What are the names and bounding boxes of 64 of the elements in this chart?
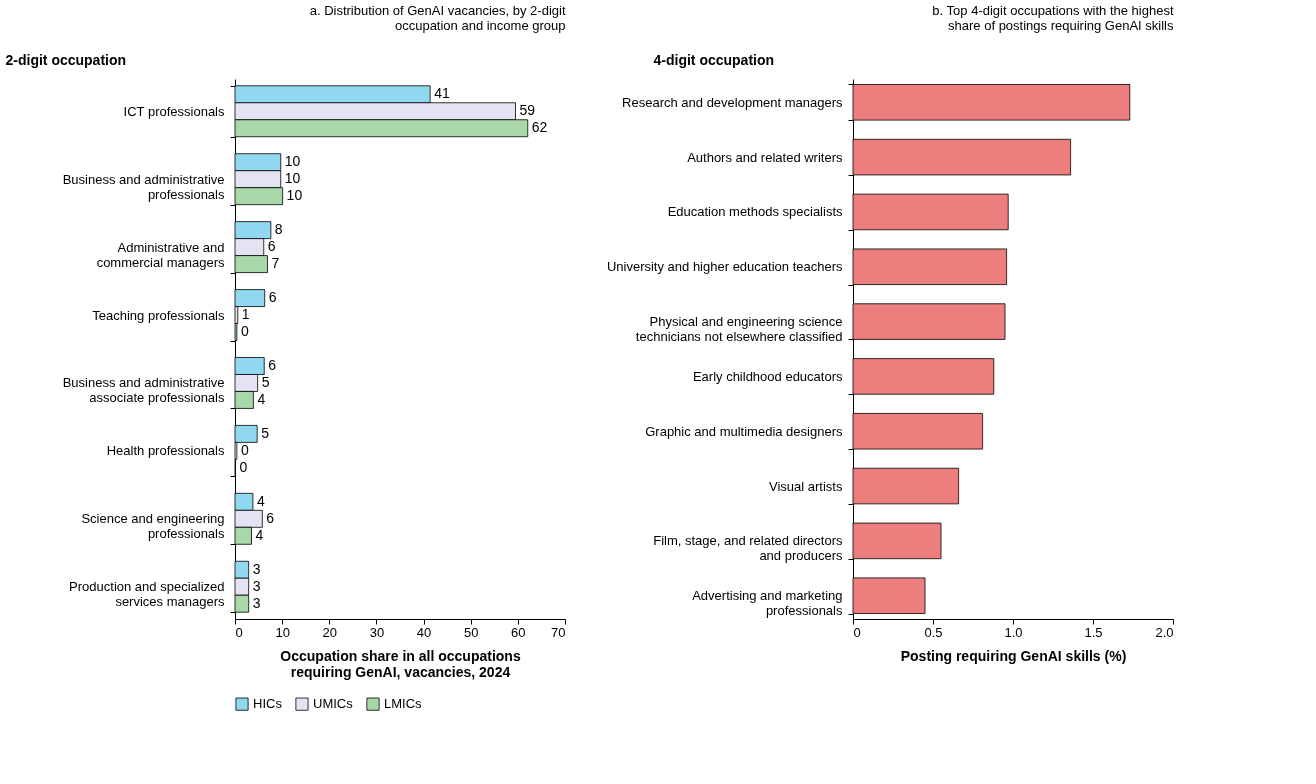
x-tick-label: 0 bbox=[853, 624, 861, 640]
data-label: 4 bbox=[255, 526, 264, 543]
y-tick-label: Administrative and commercial managers bbox=[96, 239, 225, 270]
legend-label: HICs bbox=[253, 696, 283, 712]
data-label: 6 bbox=[266, 509, 275, 526]
y-tick-label: Authors and related writers bbox=[687, 149, 843, 165]
y-tick-label: Physical and engineering science technicians not elsewhere classified bbox=[635, 314, 843, 345]
y-tick-label: ICT professionals bbox=[123, 103, 225, 119]
x-tick-label: 70 bbox=[551, 624, 566, 640]
data-label: 7 bbox=[271, 255, 280, 272]
y-tick-label: Early childhood educators bbox=[692, 368, 843, 384]
data-label: 10 bbox=[284, 170, 301, 187]
data-label: 4 bbox=[256, 492, 265, 509]
data-label: 6 bbox=[267, 238, 276, 255]
data-label: 3 bbox=[252, 577, 261, 594]
x-tick-label: 20 bbox=[322, 624, 338, 640]
data-label: 10 bbox=[284, 153, 301, 170]
y-tick-label: Education methods specialists bbox=[667, 204, 843, 220]
y-tick-label: Business and administrative associate professionals bbox=[62, 375, 225, 406]
y-tick-label: Business and administrative professionals bbox=[62, 171, 225, 202]
data-label: 3 bbox=[252, 560, 261, 577]
y-axis-title: 2-digit occupation bbox=[5, 51, 127, 68]
x-tick-label: 1.5 bbox=[1084, 624, 1103, 640]
x-tick-label: 0 bbox=[235, 624, 243, 640]
data-label: 3 bbox=[252, 594, 261, 611]
y-tick-label: Teaching professionals bbox=[92, 307, 225, 323]
x-tick-label: 10 bbox=[275, 624, 290, 640]
data-label: 6 bbox=[268, 289, 277, 306]
x-tick-label: 1.0 bbox=[1004, 624, 1023, 640]
data-label: 1 bbox=[241, 306, 250, 323]
x-tick-label: 60 bbox=[511, 624, 526, 640]
y-tick-label: Research and development managers bbox=[622, 94, 843, 110]
x-tick-label: 2.0 bbox=[1155, 624, 1174, 640]
y-tick-label: Graphic and multimedia designers bbox=[645, 423, 843, 439]
data-label: 5 bbox=[261, 424, 270, 441]
x-tick-label: 30 bbox=[369, 624, 385, 640]
data-label: 4 bbox=[257, 390, 266, 407]
y-tick-label: Film, stage, and related directors and producers bbox=[653, 533, 843, 564]
data-label: 8 bbox=[274, 221, 283, 238]
y-tick-label: Production and specialized services managers bbox=[69, 579, 225, 610]
data-label: 0 bbox=[240, 441, 249, 458]
y-tick-label: Visual artists bbox=[769, 478, 843, 494]
x-tick-label: 0.5 bbox=[924, 624, 943, 640]
data-label: 10 bbox=[286, 187, 303, 204]
chart-title: a. Distribution of GenAI vacancies, by 2-digit occupation and income group bbox=[309, 3, 566, 33]
data-label: 59 bbox=[519, 102, 536, 119]
data-label: 0 bbox=[239, 458, 248, 475]
legend-label: LMICs bbox=[384, 696, 423, 712]
data-label: 5 bbox=[261, 373, 270, 390]
y-tick-label: Advertising and marketing professionals bbox=[692, 588, 843, 619]
y-tick-label: University and higher education teachers bbox=[606, 259, 843, 275]
y-tick-label: Science and engineering professionals bbox=[81, 511, 225, 542]
legend-label: UMICs bbox=[313, 696, 354, 712]
x-tick-label: 40 bbox=[416, 624, 432, 640]
x-tick-label: 50 bbox=[463, 624, 479, 640]
data-label: 62 bbox=[531, 119, 548, 136]
y-tick-label: Health professionals bbox=[106, 443, 225, 459]
chart-title: b. Top 4-digit occupations with the highest share of postings requiring GenAI skills bbox=[932, 3, 1174, 33]
data-label: 41 bbox=[434, 85, 450, 102]
x-axis-title: Occupation share in all occupations requiring GenAI, vacancies, 2024 bbox=[280, 647, 521, 680]
data-label: 6 bbox=[268, 356, 277, 373]
y-axis-title: 4-digit occupation bbox=[653, 51, 775, 68]
data-label: 0 bbox=[240, 323, 249, 340]
x-axis-title: Posting requiring GenAI skills (%) bbox=[900, 647, 1127, 664]
